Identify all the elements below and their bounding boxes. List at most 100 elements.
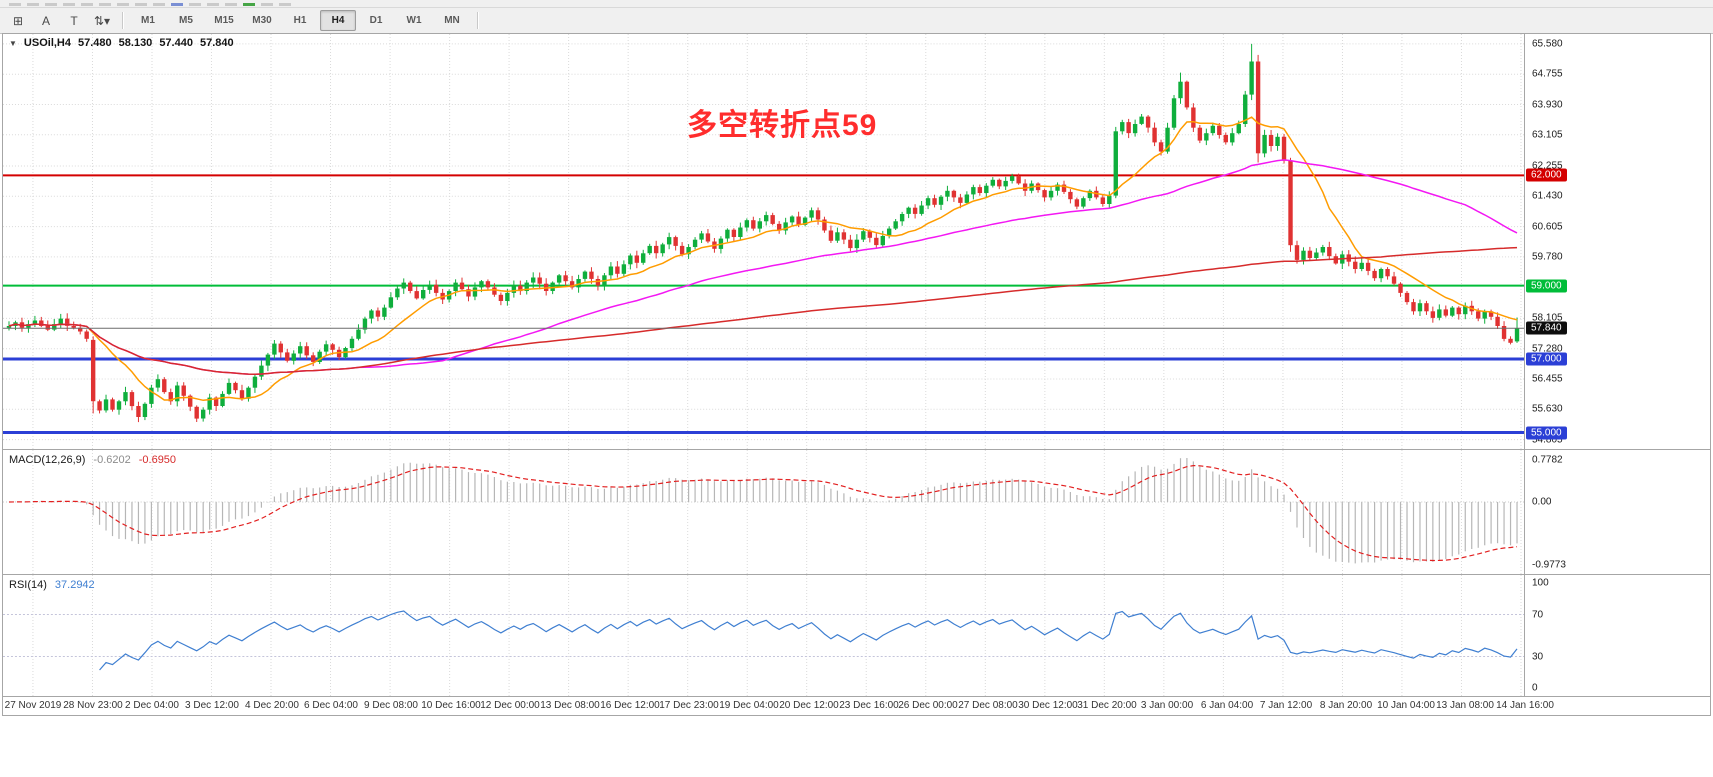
clipped-toolbar-icon	[225, 3, 237, 6]
time-label: 17 Dec 23:00	[659, 700, 719, 711]
text-label-icon[interactable]: T	[70, 13, 78, 28]
price-tick: 55.630	[1532, 403, 1563, 415]
ohlc-high: 58.130	[118, 37, 153, 49]
rsi-name: RSI(14)	[9, 579, 47, 591]
macd-tick: 0.00	[1532, 496, 1552, 508]
font-a-icon[interactable]: A	[41, 13, 50, 28]
clipped-toolbar-icon	[99, 3, 111, 6]
timeframe-button-m1[interactable]: M1	[141, 15, 155, 26]
grid	[3, 450, 1525, 574]
ohlc-low: 57.440	[159, 37, 193, 49]
clipped-toolbar-icon	[117, 3, 129, 6]
clipped-toolbar-icon	[45, 3, 57, 6]
candles	[6, 43, 1520, 423]
rsi-tick: 0	[1532, 682, 1538, 694]
price-tick: 61.430	[1532, 190, 1563, 202]
price-tick: 56.455	[1532, 373, 1563, 385]
macd-name: MACD(12,26,9)	[9, 454, 86, 466]
time-label: 10 Dec 16:00	[421, 700, 481, 711]
macd-surface[interactable]	[3, 450, 1525, 574]
timeframe-group: M1 M5 M15 M30 H1 H4 D1 W1 MN	[129, 10, 471, 31]
price-scale[interactable]: 65.580 64.755 63.930 63.105 62.255 61.430 60.6…	[1524, 34, 1710, 449]
timeframe-button-m5[interactable]: M5	[179, 15, 193, 26]
timeframe-button-d1[interactable]: D1	[369, 15, 383, 26]
macd-tick: -0.9773	[1532, 559, 1566, 571]
timeframe-button-m30[interactable]: M30	[252, 15, 272, 26]
time-label: 12 Dec 00:00	[480, 700, 540, 711]
timeframe-button-mn[interactable]: MN	[444, 15, 460, 26]
clipped-toolbar-icon	[279, 3, 291, 6]
macd-scale: 0.7782 0.00 -0.9773	[1524, 450, 1710, 574]
price-tick: 60.605	[1532, 221, 1563, 233]
main-chart-pane: 65.580 64.755 63.930 63.105 62.255 61.430 60.6…	[3, 34, 1710, 450]
timeframe-button-h4[interactable]: H4	[320, 10, 356, 31]
macd-plot	[3, 450, 1525, 574]
timeframe-button-m15[interactable]: M15	[214, 15, 234, 26]
time-label: 4 Dec 20:00	[245, 700, 299, 711]
price-tick: 58.105	[1532, 312, 1563, 324]
rsi-scale: 100 70 30 0	[1524, 575, 1710, 696]
price-tick: 62.255	[1532, 160, 1563, 172]
price-level-label: 62.000	[1526, 168, 1567, 182]
rsi-value: 37.2942	[54, 579, 95, 591]
clipped-toolbar-icon	[171, 3, 183, 6]
rsi-plot	[3, 575, 1525, 696]
price-tick: 57.280	[1532, 343, 1563, 355]
clipped-toolbar-icon	[9, 3, 21, 6]
chart-title: ▼ USOil,H4 57.480 58.130 57.440 57.840	[9, 37, 234, 49]
clipped-toolbar-icon	[63, 3, 75, 6]
time-label: 19 Dec 04:00	[719, 700, 779, 711]
clipped-toolbar-icon	[135, 3, 147, 6]
price-chart-surface[interactable]	[3, 34, 1525, 449]
clipped-toolbar-icon	[153, 3, 165, 6]
macd-tick: 0.7782	[1532, 454, 1563, 466]
time-label: 6 Dec 04:00	[304, 700, 358, 711]
grid	[3, 34, 1525, 449]
charts-grid-icon[interactable]: ⊞	[12, 13, 24, 28]
price-tick: 65.580	[1532, 38, 1563, 50]
macd-label: MACD(12,26,9) -0.6202 -0.6950	[9, 454, 176, 466]
macd-signal-line	[8, 464, 1518, 562]
price-plot	[3, 34, 1525, 449]
toolbar: ⊞ A T ⇅▾ M1 M5 M15 M30 H1 H4 D1 W1 MN	[0, 8, 1713, 34]
rsi-pane: 100 70 30 0 RSI(14) 37.2942	[3, 575, 1710, 697]
clipped-toolbar-icon	[27, 3, 39, 6]
time-label: 2 Dec 04:00	[125, 700, 179, 711]
chart-annotation-text[interactable]: 多空转折点59	[687, 109, 878, 142]
price-level-label: 55.000	[1526, 426, 1567, 439]
ma-slow-line	[8, 246, 1518, 375]
time-label: 13 Dec 08:00	[540, 700, 600, 711]
price-tick: 63.930	[1532, 99, 1563, 110]
time-axis[interactable]: 27 Nov 2019 28 Nov 23:00 2 Dec 04:00 3 Dec …	[3, 697, 1710, 715]
time-label: 14 Jan 16:00	[1496, 700, 1554, 711]
time-label: 16 Dec 12:00	[600, 700, 660, 711]
timeframe-button-w1[interactable]: W1	[406, 15, 422, 26]
objects-arrows-icon[interactable]: ⇅▾	[93, 13, 111, 28]
clipped-toolbar-icon	[261, 3, 273, 6]
chart-symbol: USOil,H4	[23, 37, 71, 49]
clipped-toolbar-row	[0, 0, 1713, 8]
rsi-tick: 70	[1532, 609, 1544, 620]
time-label: 10 Jan 04:00	[1377, 700, 1435, 711]
time-label: 28 Nov 23:00	[63, 700, 123, 711]
price-tick: 64.755	[1532, 68, 1563, 80]
horizontal-level-lines	[3, 174, 1525, 434]
time-label: 27 Nov 2019	[4, 700, 62, 711]
ohlc-close: 57.840	[199, 37, 234, 49]
drawing-tools-group: ⊞ A T ⇅▾	[4, 9, 116, 32]
rsi-surface[interactable]	[3, 575, 1525, 696]
time-label: 13 Jan 08:00	[1436, 700, 1494, 711]
time-label: 3 Jan 00:00	[1140, 700, 1194, 711]
grid	[3, 575, 1525, 696]
price-tick: 54.805	[1532, 434, 1563, 446]
macd-signal-value: -0.6950	[138, 454, 177, 466]
time-label: 23 Dec 16:00	[839, 700, 899, 711]
timeframe-button-h1[interactable]: H1	[293, 15, 307, 26]
time-label: 26 Dec 00:00	[898, 700, 958, 711]
time-label: 20 Dec 12:00	[779, 700, 839, 711]
clipped-toolbar-icon	[189, 3, 201, 6]
symbol-expand-icon[interactable]: ▼	[9, 38, 17, 48]
toolbar-separator	[477, 12, 478, 29]
time-label: 27 Dec 08:00	[958, 700, 1018, 711]
